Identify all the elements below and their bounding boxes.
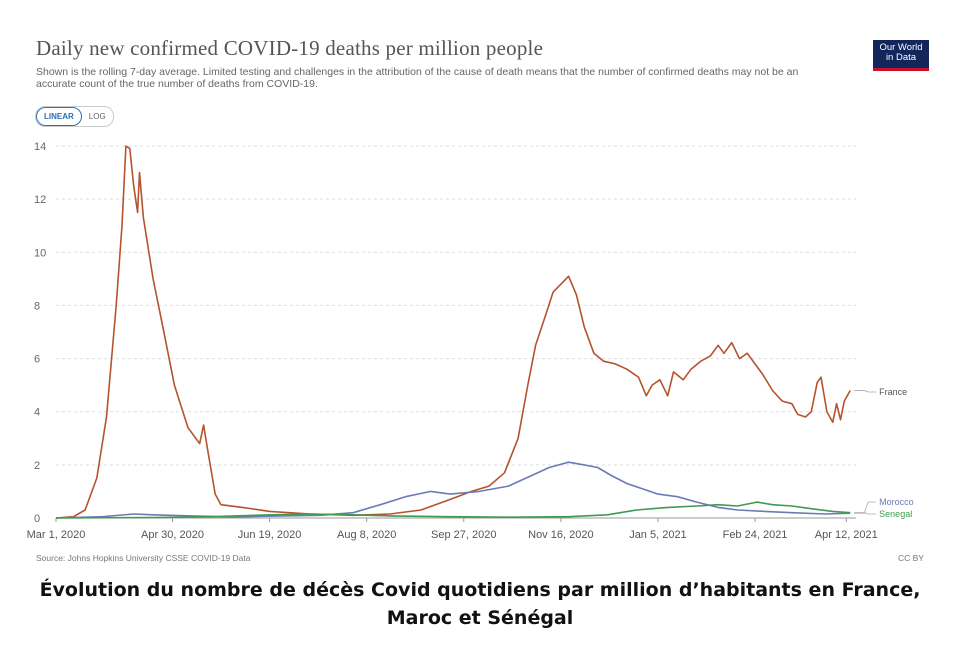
log-scale-button[interactable]: LOG [88,112,106,121]
y-tick-label: 6 [34,354,40,366]
x-tick-label: Nov 16, 2020 [528,529,593,541]
x-tick-label: Jan 5, 2021 [629,529,687,541]
y-tick-label: 0 [34,513,40,525]
legend-label-senegal: Senegal [879,509,912,519]
caption-line-1: Évolution du nombre de décès Covid quoti… [39,579,921,601]
legend-label-france: France [879,387,907,397]
logo-line-1: Our World [879,42,923,53]
logo-line-2: in Data [885,52,917,63]
linear-scale-button[interactable]: LINEAR [36,107,82,126]
y-tick-label: 12 [34,194,46,206]
x-tick-label: Aug 8, 2020 [337,529,396,541]
y-tick-label: 8 [34,300,40,312]
scale-toggle: LINEAR LOG [35,106,114,127]
legend-leader-line [854,390,877,393]
caption-line-2: Maroc et Sénégal [386,607,574,629]
legend-leader-line [854,501,877,514]
chart-subtitle: Shown is the rolling 7-day average. Limi… [36,66,799,90]
series-line-france [55,145,851,519]
y-tick-label: 4 [34,407,40,419]
y-tick-label: 10 [34,247,46,259]
series-line-senegal [55,501,851,519]
source-note[interactable]: Source: Johns Hopkins University CSSE CO… [36,553,251,563]
legend-leader-line [854,512,877,515]
x-tick-label: Apr 30, 2020 [141,529,204,541]
x-tick-label: Mar 1, 2020 [27,529,86,541]
owid-logo[interactable]: Our World in Data [873,40,929,71]
x-tick-label: Feb 24, 2021 [723,529,788,541]
image-caption: Évolution du nombre de décès Covid quoti… [0,576,960,632]
y-tick-label: 2 [34,460,40,472]
chart-title: Daily new confirmed COVID-19 deaths per … [36,36,544,60]
x-tick-label: Jun 19, 2020 [238,529,302,541]
license-link[interactable]: CC BY [898,553,924,563]
series-line-morocco [55,461,851,519]
x-tick-label: Apr 12, 2021 [815,529,878,541]
chart-card: Daily new confirmed COVID-19 deaths per … [26,36,929,563]
legend-label-morocco: Morocco [879,497,914,507]
line-chart: 0 2 4 6 8 10 12 14 Mar 1, 2020 Apr 30, 2020 Jun 19… [27,141,914,541]
y-tick-label: 14 [34,141,46,153]
x-tick-label: Sep 27, 2020 [431,529,496,541]
